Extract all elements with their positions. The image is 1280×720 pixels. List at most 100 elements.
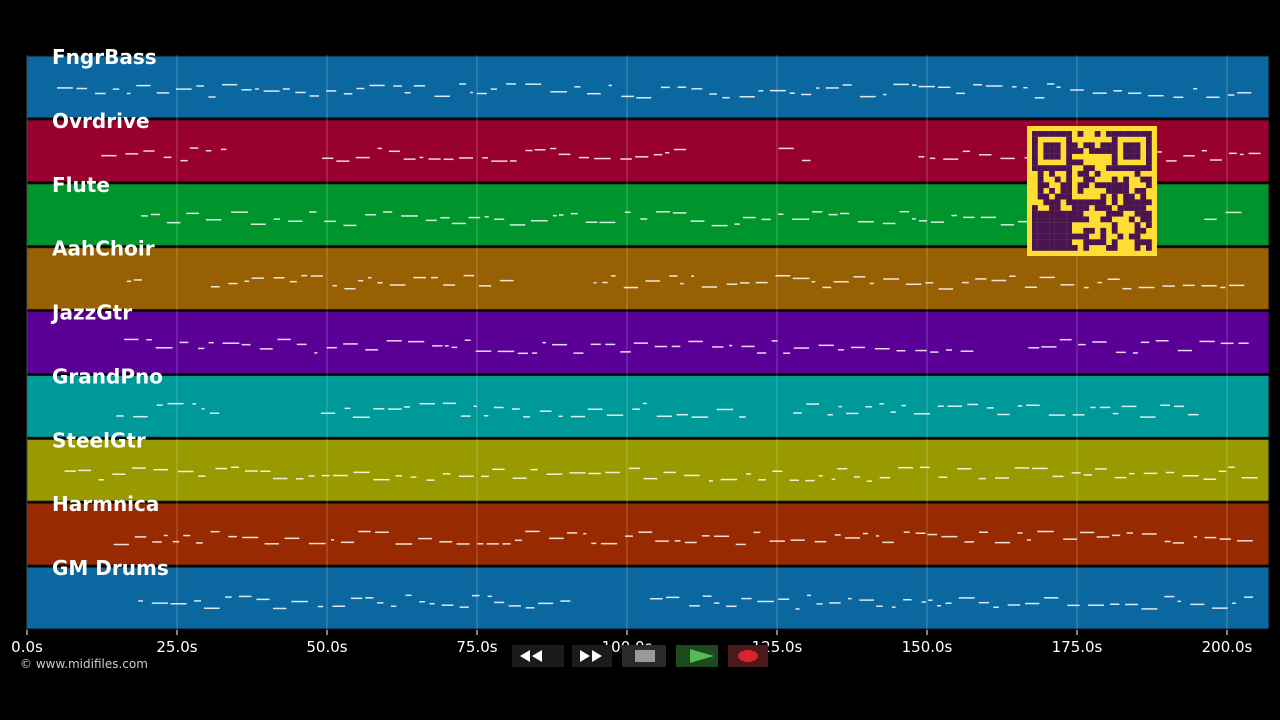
note: [756, 352, 767, 354]
note: [608, 84, 612, 87]
qr-module: [1037, 176, 1044, 183]
note: [599, 221, 616, 224]
note: [991, 279, 1007, 282]
note: [918, 85, 935, 88]
note: [483, 415, 489, 417]
note: [282, 88, 290, 90]
qr-module: [1066, 210, 1072, 217]
note: [1172, 542, 1185, 544]
note: [324, 220, 336, 223]
qr-module: [1134, 239, 1141, 246]
rewind-button[interactable]: [512, 645, 564, 667]
note: [1056, 86, 1061, 88]
note: [842, 84, 852, 86]
qr-module: [1123, 131, 1129, 137]
note: [493, 406, 504, 409]
note: [1128, 92, 1142, 94]
note: [143, 150, 155, 152]
qr-module: [1089, 227, 1095, 234]
qr-module: [1066, 176, 1072, 183]
qr-module: [1100, 216, 1107, 223]
qr-module: [1146, 159, 1152, 166]
note: [941, 535, 958, 538]
note: [1113, 90, 1123, 92]
note: [375, 531, 389, 534]
note: [126, 92, 131, 95]
note: [284, 537, 300, 540]
note: [674, 540, 681, 542]
note: [425, 219, 437, 222]
note: [291, 600, 308, 603]
qr-module: [1032, 227, 1038, 234]
qr-module: [1037, 165, 1044, 171]
stop-button[interactable]: [622, 645, 666, 667]
note: [1220, 342, 1234, 345]
note: [689, 605, 700, 607]
qr-module: [1123, 165, 1129, 171]
note: [930, 221, 944, 223]
record-button[interactable]: [728, 645, 768, 667]
qr-module: [1146, 210, 1152, 217]
note: [491, 160, 508, 162]
note: [1219, 538, 1231, 540]
note: [310, 275, 323, 277]
qr-module: [1094, 205, 1101, 211]
qr-module: [1071, 210, 1078, 217]
note: [882, 541, 894, 544]
note: [865, 406, 873, 408]
note: [393, 85, 402, 87]
note: [859, 599, 874, 601]
note: [709, 93, 717, 95]
note: [1017, 532, 1023, 534]
note: [343, 224, 357, 227]
qr-module: [1123, 205, 1129, 211]
note: [978, 531, 988, 533]
note: [883, 93, 887, 96]
note: [691, 88, 703, 90]
note: [470, 91, 474, 94]
note: [1092, 341, 1107, 343]
note: [918, 220, 927, 222]
note: [373, 408, 385, 410]
note: [499, 279, 514, 282]
note: [365, 597, 374, 599]
note: [408, 340, 425, 343]
note: [690, 220, 705, 222]
note: [585, 221, 598, 223]
qr-module: [1128, 193, 1135, 200]
qr-module: [1049, 131, 1055, 137]
note: [481, 475, 489, 478]
qr-module: [1111, 159, 1118, 166]
note: [632, 408, 640, 410]
note: [882, 222, 896, 225]
note: [875, 535, 880, 537]
qr-module: [1037, 216, 1044, 223]
note: [1126, 532, 1133, 534]
note: [838, 405, 842, 408]
play-button[interactable]: [676, 645, 718, 667]
note: [309, 95, 319, 97]
qr-module: [1083, 182, 1090, 189]
note: [840, 212, 850, 215]
qr-module: [1054, 131, 1061, 137]
note: [638, 531, 653, 533]
note: [326, 346, 337, 349]
qr-module: [1054, 222, 1061, 228]
note: [755, 281, 768, 284]
note: [1096, 536, 1110, 538]
track-lane: [26, 438, 1270, 502]
note: [332, 474, 348, 477]
note: [156, 92, 170, 94]
note: [1028, 347, 1040, 349]
note: [665, 151, 670, 154]
note: [351, 597, 363, 600]
qr-module: [1077, 199, 1084, 206]
qr-module: [1140, 131, 1147, 137]
grid: [26, 55, 1228, 635]
note: [594, 157, 611, 160]
note: [539, 410, 552, 412]
note: [883, 278, 899, 280]
note: [874, 347, 890, 350]
fast-forward-button[interactable]: [572, 645, 612, 667]
note: [834, 534, 841, 536]
